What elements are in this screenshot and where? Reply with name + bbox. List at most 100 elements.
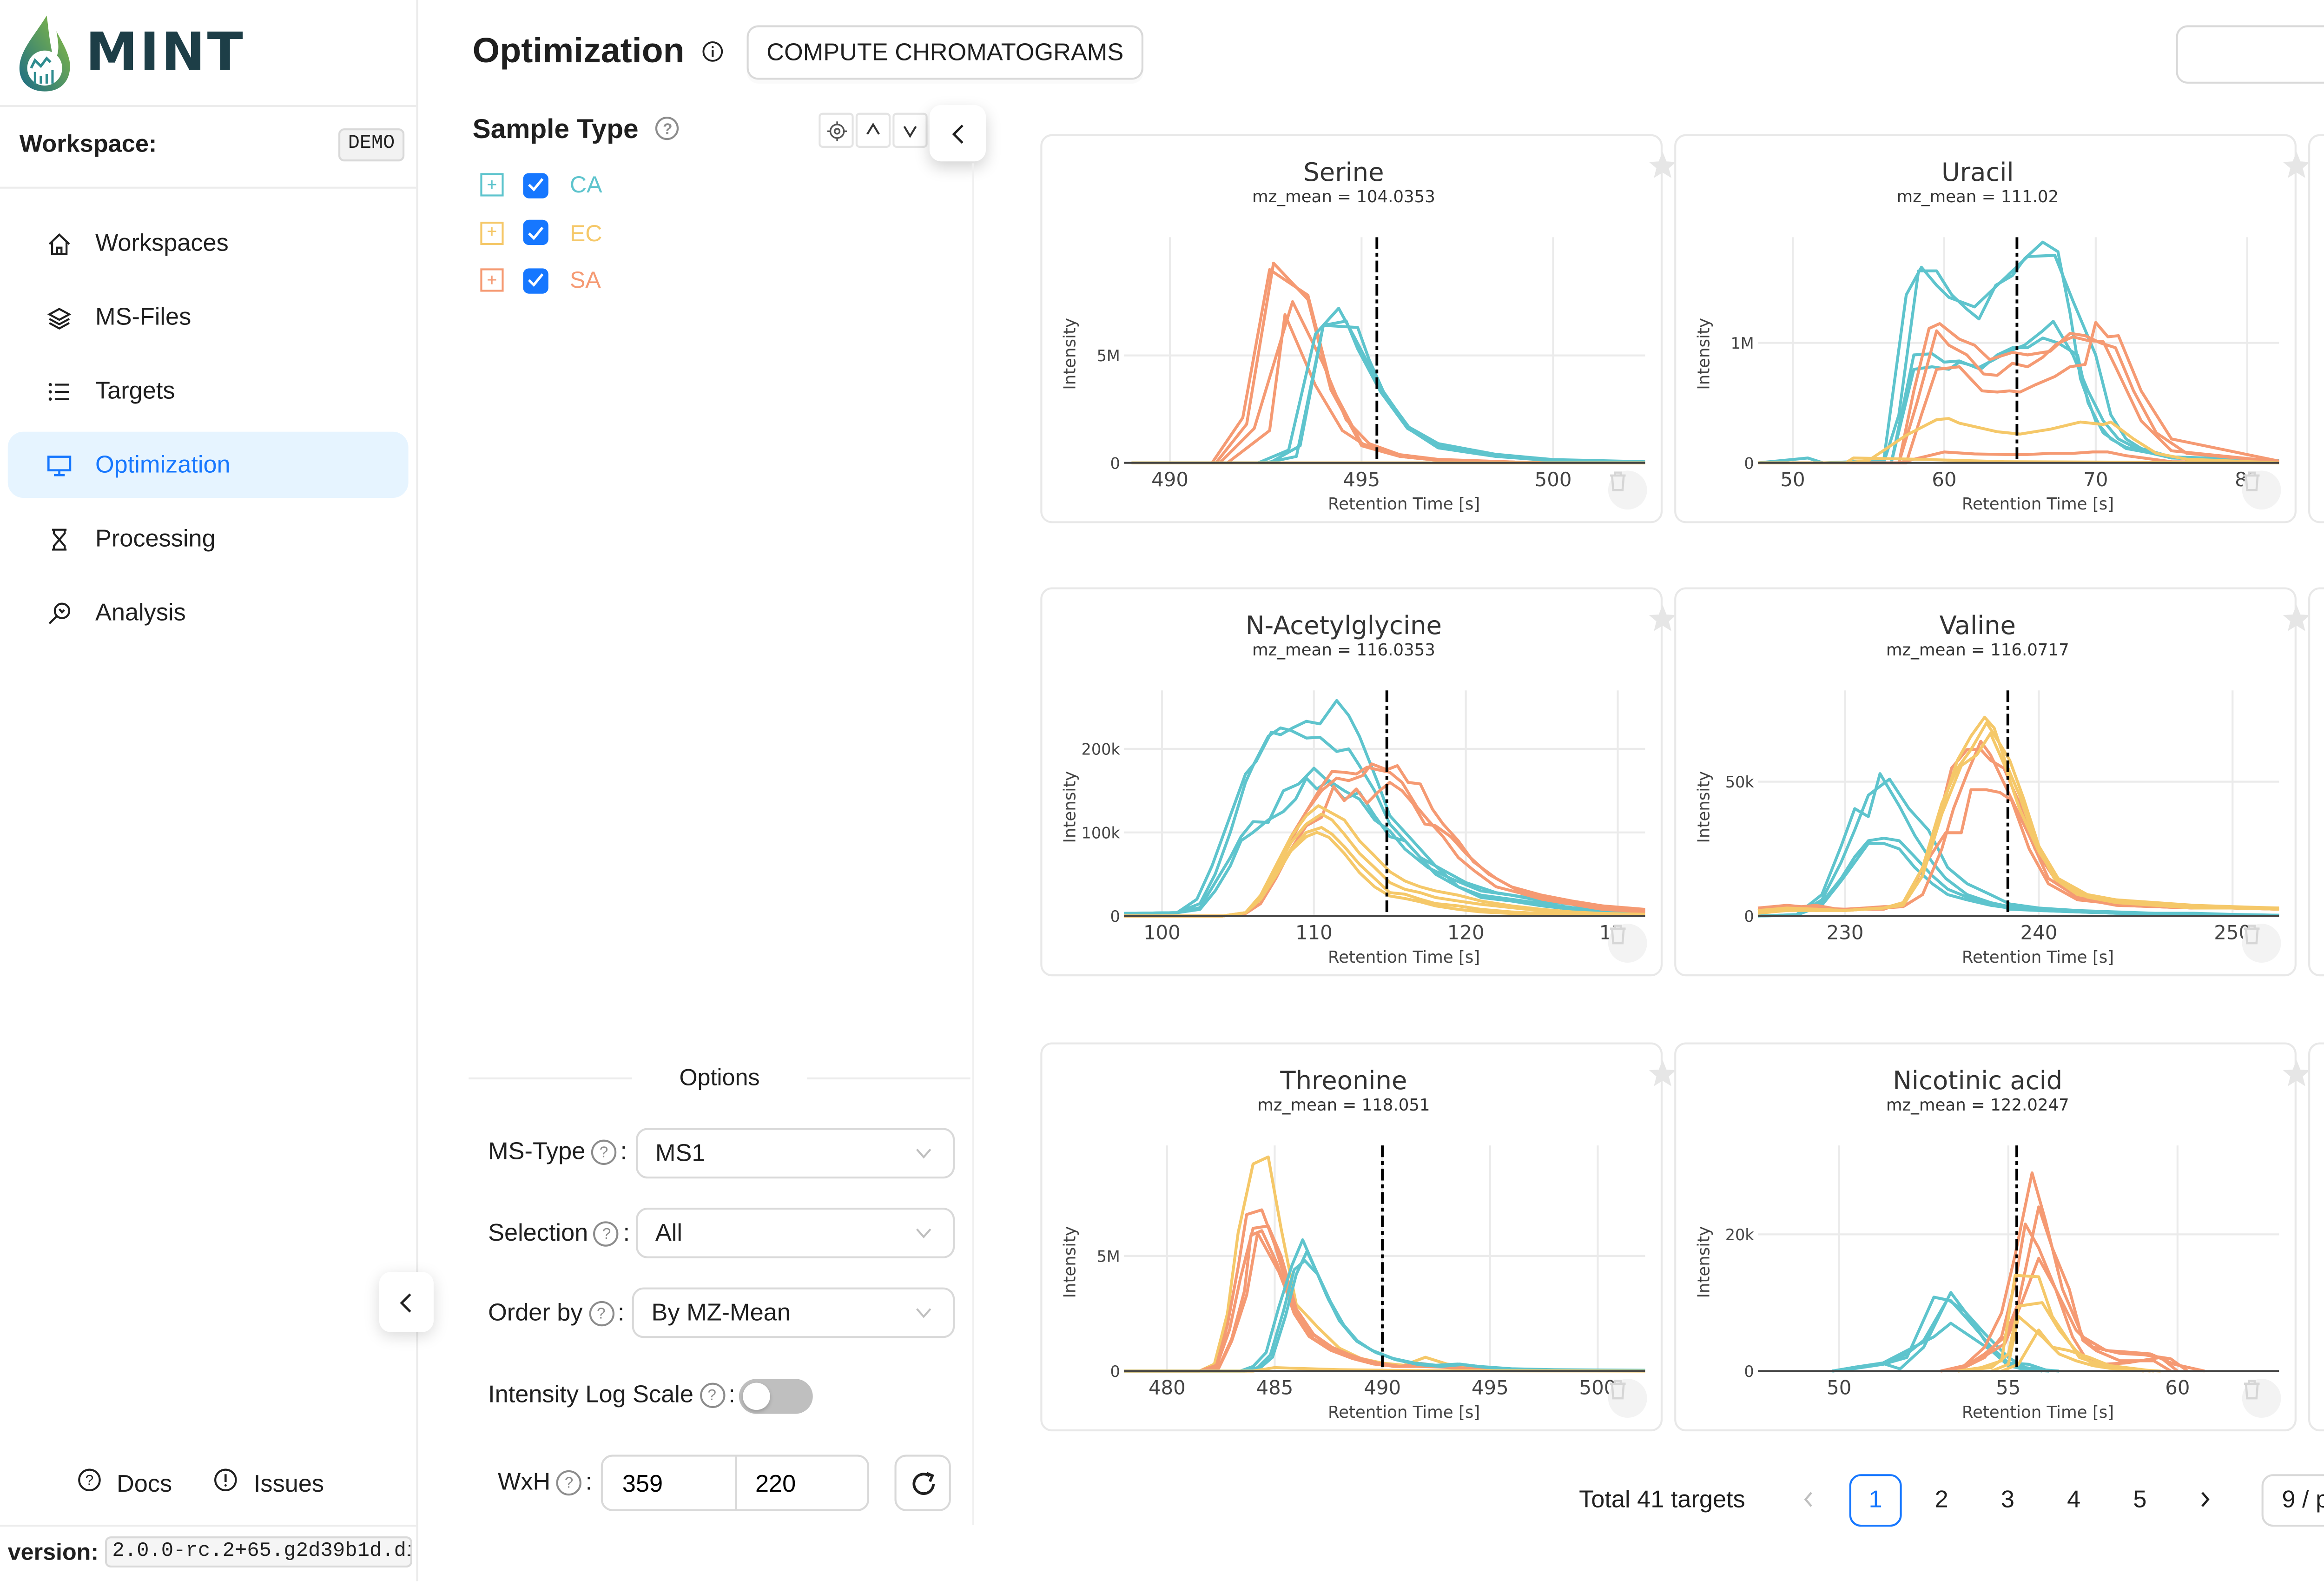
delete-target-button[interactable] [1608,470,1647,510]
reset-size-button[interactable] [894,1455,951,1511]
series-line-sa[interactable] [1131,300,1645,464]
series-line-ca[interactable] [1124,726,1645,915]
sidebar-item-workspaces[interactable]: Workspaces [8,210,409,276]
help-icon[interactable]: ? [699,1382,725,1407]
series-line-sa[interactable] [1124,1231,1645,1373]
sidebar-item-analysis[interactable]: Analysis [8,580,409,646]
tree-item-ca[interactable]: + CA [480,161,602,209]
page-5-button[interactable]: 5 [2133,1486,2147,1513]
expand-plus-icon[interactable]: + [480,221,504,245]
series-line-ca[interactable] [1124,699,1645,915]
order-by-select[interactable]: By MZ-Mean [632,1287,955,1338]
sidebar-item-optimization[interactable]: Optimization [7,431,409,498]
series-line-sa[interactable] [1131,268,1645,464]
series-line-ca[interactable] [1131,319,1645,464]
selection-select[interactable]: All [636,1208,955,1258]
checkbox-ca[interactable] [523,172,548,198]
series-line-ec[interactable] [1991,1315,2161,1373]
page-size-select[interactable]: 9 / page [2262,1473,2324,1526]
series-line-ca[interactable] [1124,776,1645,915]
series-line-sa[interactable] [1758,321,2279,464]
series-line-ca[interactable] [1124,1238,1645,1373]
series-line-sa[interactable] [1758,322,2279,464]
next-page-button[interactable] [2180,1473,2232,1526]
page-4-button[interactable]: 4 [2067,1486,2081,1513]
target-select[interactable] [2176,25,2324,84]
series-line-ca[interactable] [1757,842,2279,918]
series-line-sa[interactable] [1131,261,1645,464]
ms-type-select[interactable]: MS1 [636,1128,955,1179]
delete-target-button[interactable] [2242,924,2281,963]
series-line-ec[interactable] [1124,813,1645,918]
series-line-ec[interactable] [1758,417,2279,464]
series-line-ec[interactable] [2001,1329,2154,1373]
sidebar-item-ms-files[interactable]: MS-Files [8,284,409,350]
y-tick-label: 0 [1744,454,1754,472]
expand-down-button[interactable] [892,112,928,148]
expand-up-button[interactable] [855,112,891,148]
page-1-button[interactable]: 1 [1849,1473,1902,1526]
series-line-sa[interactable] [1940,1205,2172,1373]
series-line-ca[interactable] [1131,306,1645,464]
series-line-sa[interactable] [1758,329,2279,464]
width-input[interactable] [602,1456,734,1509]
checkbox-sa[interactable] [523,268,548,293]
series-line-ca[interactable] [1757,254,2279,464]
help-icon[interactable]: ? [656,117,680,140]
tree-item-sa[interactable]: + SA [480,257,602,304]
series-line-ca[interactable] [1124,1250,1645,1373]
height-input[interactable] [736,1456,867,1509]
page-3-button[interactable]: 3 [2000,1486,2015,1513]
series-line-sa[interactable] [1124,1208,1645,1373]
docs-link[interactable]: ? Docs [78,1468,172,1498]
help-icon[interactable]: ? [594,1220,620,1246]
series-line-ec[interactable] [1124,1155,1645,1373]
collapse-panel-button[interactable] [929,105,986,162]
expand-plus-icon[interactable]: + [480,269,504,292]
series-line-sa[interactable] [1758,450,2279,464]
help-icon[interactable]: ? [591,1138,617,1164]
help-icon[interactable]: ? [556,1469,582,1495]
checkbox-ec[interactable] [523,220,548,246]
series-line-ec[interactable] [1124,831,1645,918]
version-info: version: 2.0.0-rc.2+65.g2d39b1d.di [8,1536,412,1568]
delete-target-button[interactable] [2242,470,2281,510]
collapse-sidebar-button[interactable] [379,1272,434,1332]
delete-target-button[interactable] [2242,1379,2281,1418]
delete-target-button[interactable] [1608,924,1647,963]
locate-button[interactable] [819,112,854,148]
series-line-sa[interactable] [1124,1229,1645,1373]
log-scale-toggle[interactable] [739,1379,813,1414]
series-line-ec[interactable] [1757,732,2279,915]
compute-chromatograms-button[interactable]: COMPUTE CHROMATOGRAMS [746,25,1143,80]
sidebar-item-targets[interactable]: Targets [8,358,409,424]
delete-target-button[interactable] [1608,1379,1647,1418]
series-line-ca[interactable] [1131,324,1645,464]
page-2-button[interactable]: 2 [1934,1486,1948,1513]
series-line-sa[interactable] [1124,1224,1645,1373]
series-line-sa[interactable] [1940,1256,2179,1373]
expand-plus-icon[interactable]: + [480,173,504,197]
series-line-ec[interactable] [1124,804,1645,918]
series-line-sa[interactable] [1131,313,1645,464]
y-axis-label: Intensity [1694,1226,1713,1298]
app-logo[interactable]: MINT [12,12,245,93]
issues-link[interactable]: Issues [215,1468,324,1498]
prev-page-button[interactable] [1783,1473,1835,1526]
info-circle-icon[interactable] [702,31,723,72]
help-icon[interactable]: ? [588,1300,614,1326]
series-line-ca[interactable] [1758,336,2279,464]
tree-item-ec[interactable]: + EC [480,209,602,257]
series-line-ca[interactable] [1758,320,2279,464]
series-line-ca[interactable] [1832,1297,2060,1373]
sidebar-item-processing[interactable]: Processing [8,506,409,572]
chromatogram-chart[interactable]: Thyminemz_mean = 125.0357506070010k20kRe… [2310,1045,2324,1429]
